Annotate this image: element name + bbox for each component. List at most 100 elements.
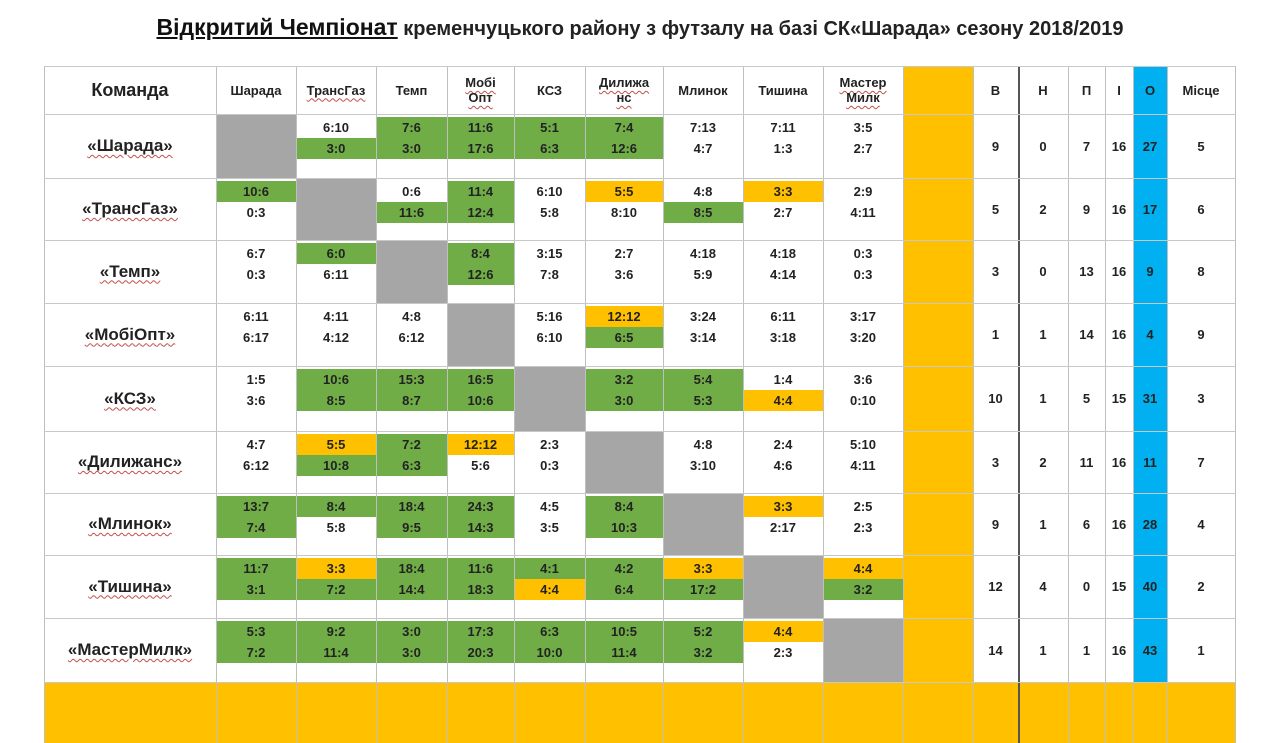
bottom-band xyxy=(44,682,1235,743)
match-score: 5:5 xyxy=(585,181,663,202)
stat-value: 0 xyxy=(1082,579,1091,594)
match-score: 11:4 xyxy=(447,181,514,202)
grid-line-vertical xyxy=(973,66,974,743)
team-name: «Шарада» xyxy=(87,136,173,155)
match-score: 14:4 xyxy=(376,579,447,600)
grid-line-vertical xyxy=(585,66,586,743)
match-score: 8:7 xyxy=(376,390,447,411)
match-score: 7:11 xyxy=(770,120,796,135)
match-score: 12:6 xyxy=(447,264,514,285)
match-score: 8:4 xyxy=(296,496,376,517)
match-score: 15:3 xyxy=(376,369,447,390)
header-stat: І xyxy=(1117,82,1121,98)
match-score: 6:7 xyxy=(246,246,266,261)
match-score: 12:6 xyxy=(585,138,663,159)
self-match-cell xyxy=(376,240,447,303)
match-score: 4:6 xyxy=(773,458,793,473)
stat-value: 5 xyxy=(1197,138,1205,154)
match-score: 4:4 xyxy=(743,390,823,411)
match-score: 14:3 xyxy=(447,517,514,538)
match-score: 7:2 xyxy=(216,642,296,663)
match-score: 3:0 xyxy=(585,390,663,411)
match-score: 4:8 xyxy=(693,437,713,452)
match-score: 4:14 xyxy=(769,267,797,282)
match-score: 4:8 xyxy=(402,309,421,324)
grid-line-vertical xyxy=(44,66,45,743)
grid-line-vertical xyxy=(296,66,297,743)
stat-value: 1 xyxy=(1039,327,1047,342)
header-opponent: Шарада xyxy=(230,82,282,98)
self-match-cell xyxy=(743,555,823,618)
match-score: 7:13 xyxy=(689,120,717,135)
stat-value: 10 xyxy=(988,391,1003,406)
grid-line-horizontal xyxy=(44,178,1235,179)
stat-value: 9 xyxy=(1082,201,1091,217)
match-score: 5:4 xyxy=(663,369,743,390)
match-score: 17:2 xyxy=(663,579,743,600)
match-score: 9:5 xyxy=(376,517,447,538)
stat-value: 1 xyxy=(1039,642,1047,658)
match-score: 0:3 xyxy=(540,458,559,473)
match-score: 5:6 xyxy=(471,458,490,473)
match-score: 20:3 xyxy=(447,642,514,663)
match-score: 10:3 xyxy=(585,517,663,538)
match-score: 3:0 xyxy=(376,642,447,663)
stat-value: 16 xyxy=(1111,327,1127,342)
team-name: «Дилижанс» xyxy=(77,452,183,471)
title-main: Відкритий Чемпіонат xyxy=(156,14,398,40)
match-score: 6:5 xyxy=(585,327,663,348)
match-score: 3:0 xyxy=(376,621,447,642)
match-score: 13:7 xyxy=(216,496,296,517)
match-score: 3:3 xyxy=(743,181,823,202)
stat-value: 16 xyxy=(1111,201,1127,217)
match-score: 6:3 xyxy=(514,138,585,159)
stat-value: 27 xyxy=(1142,138,1158,154)
match-score: 18:4 xyxy=(376,558,447,579)
grid-line-horizontal xyxy=(44,431,1235,432)
stat-value: 4 xyxy=(1146,327,1154,342)
match-score: 24:3 xyxy=(447,496,514,517)
match-score: 3:18 xyxy=(769,330,797,345)
match-score: 5:1 xyxy=(514,117,585,138)
stat-value: 7 xyxy=(1082,138,1091,154)
match-score: 2:5 xyxy=(853,499,873,514)
match-score: 6:3 xyxy=(376,455,447,476)
match-score: 8:5 xyxy=(296,390,376,411)
match-score: 0:3 xyxy=(246,205,266,220)
match-score: 11:6 xyxy=(447,117,514,138)
match-score: 2:4 xyxy=(773,437,793,452)
match-score: 0:3 xyxy=(853,246,873,261)
stat-value: 9 xyxy=(991,138,1000,154)
match-score: 12:12 xyxy=(447,434,514,455)
match-score: 10:0 xyxy=(514,642,585,663)
match-score: 3:2 xyxy=(823,579,903,600)
match-score: 10:6 xyxy=(216,181,296,202)
stat-value: 14 xyxy=(1079,327,1094,342)
match-score: 6:0 xyxy=(296,243,376,264)
match-score: 11:4 xyxy=(585,642,663,663)
match-score: 4:5 xyxy=(540,499,559,514)
stat-value: 0 xyxy=(1039,264,1047,279)
grid-line-vertical xyxy=(903,66,904,743)
match-score: 5:8 xyxy=(326,520,346,535)
stat-value: 0 xyxy=(1039,138,1047,154)
match-score: 16:5 xyxy=(447,369,514,390)
header-team: Команда xyxy=(91,79,169,100)
match-score: 3:17 xyxy=(849,309,877,324)
match-score: 4:7 xyxy=(693,141,713,156)
match-score: 2:7 xyxy=(773,205,793,220)
match-score: 18:4 xyxy=(376,496,447,517)
stat-value: 1 xyxy=(1039,391,1047,406)
match-score: 6:11 xyxy=(243,309,269,324)
grid-line-vertical xyxy=(447,66,448,743)
stat-value: 1 xyxy=(1082,642,1091,658)
stat-value: 16 xyxy=(1111,516,1127,532)
stat-value: 16 xyxy=(1111,138,1127,154)
grid-line-horizontal xyxy=(44,618,1235,619)
stat-value: 12 xyxy=(988,579,1003,594)
match-score: 7:6 xyxy=(376,117,447,138)
match-score: 6:10 xyxy=(322,120,350,135)
self-match-cell xyxy=(296,178,376,240)
match-score: 0:6 xyxy=(402,184,421,199)
match-score: 5:3 xyxy=(216,621,296,642)
